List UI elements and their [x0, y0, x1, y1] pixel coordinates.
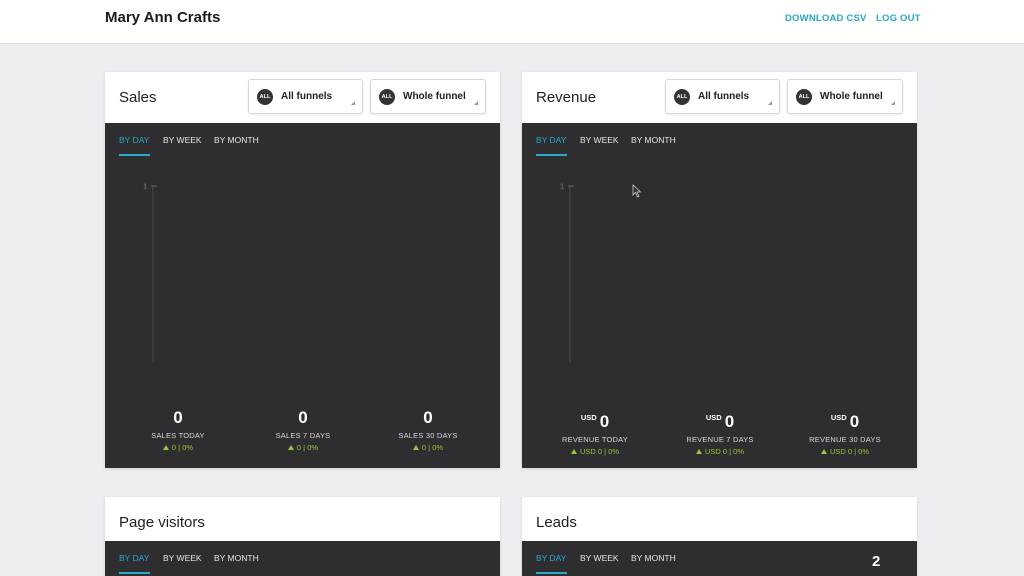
stat-change: USD 0 | 0% — [790, 447, 900, 456]
stat-revenue-30-days: USD 0 REVENUE 30 DAYS USD 0 | 0% — [790, 408, 900, 456]
visitors-card-header: Page visitors — [105, 497, 500, 541]
leads-card: Leads BY DAY BY WEEK BY MONTH 2 — [522, 497, 917, 576]
all-badge-icon: ALL — [674, 89, 690, 105]
leads-title: Leads — [536, 514, 577, 531]
brand-title: Mary Ann Crafts — [105, 9, 221, 26]
download-csv-link[interactable]: DOWNLOAD CSV — [785, 13, 867, 24]
revenue-funnel-dropdown[interactable]: ALL All funnels — [665, 79, 780, 114]
stat-change: USD 0 | 0% — [540, 447, 650, 456]
dropdown-caret-icon — [891, 101, 895, 105]
sales-scope-value: Whole funnel — [403, 91, 466, 102]
stat-sales-7-days: 0 SALES 7 DAYS 0 | 0% — [248, 408, 358, 452]
leads-card-header: Leads — [522, 497, 917, 541]
stat-value: 0 — [298, 408, 308, 427]
arrow-up-icon — [412, 445, 419, 450]
sales-funnel-dropdown[interactable]: ALL All funnels — [248, 79, 363, 114]
visitors-chart-panel: BY DAY BY WEEK BY MONTH — [105, 541, 500, 576]
y-tick-label: 1 — [560, 184, 564, 191]
stat-label: SALES TODAY — [151, 431, 205, 440]
stat-label: REVENUE TODAY — [562, 435, 628, 444]
active-tab-indicator — [536, 572, 567, 574]
all-badge-icon: ALL — [257, 89, 273, 105]
logout-link[interactable]: LOG OUT — [876, 13, 921, 24]
sales-chart-panel: BY DAY BY WEEK BY MONTH 0113 May14 May15… — [105, 123, 500, 468]
sales-funnel-value: All funnels — [281, 91, 333, 102]
y-tick-label: 1 — [143, 184, 147, 191]
stat-value: USD 0 — [580, 412, 610, 431]
stat-label: SALES 7 DAYS — [275, 431, 331, 440]
arrow-up-icon — [820, 449, 827, 454]
revenue-scope-value: Whole funnel — [820, 91, 883, 102]
sales-scope-dropdown[interactable]: ALL Whole funnel — [370, 79, 486, 114]
dropdown-caret-icon — [474, 101, 478, 105]
arrow-up-icon — [570, 449, 577, 454]
stat-change: 0 | 0% — [373, 443, 483, 452]
stat-change: USD 0 | 0% — [665, 447, 775, 456]
currency-unit: USD — [580, 413, 597, 422]
sales-line-chart: 0113 May14 May15 May16 May17 May18 May19… — [143, 184, 157, 363]
revenue-line-chart: 0113 May14 May15 May16 May17 May18 May19… — [560, 184, 574, 363]
arrow-up-icon — [287, 445, 294, 450]
active-tab-indicator — [119, 572, 150, 574]
revenue-card: Revenue ALL All funnels ALL Whole funnel… — [522, 72, 917, 468]
revenue-scope-dropdown[interactable]: ALL Whole funnel — [787, 79, 903, 114]
currency-unit: USD — [830, 413, 847, 422]
leads-chart-panel: BY DAY BY WEEK BY MONTH 2 — [522, 541, 917, 576]
tab-by-week[interactable]: BY WEEK — [163, 135, 202, 145]
revenue-funnel-value: All funnels — [698, 91, 750, 102]
stat-label: REVENUE 7 DAYS — [686, 435, 754, 444]
mouse-cursor-icon — [632, 184, 642, 198]
revenue-title: Revenue — [536, 89, 597, 106]
stat-sales-today: 0 SALES TODAY 0 | 0% — [123, 408, 233, 452]
sales-card-header: Sales ALL All funnels ALL Whole funnel — [105, 72, 500, 123]
revenue-chart-panel: BY DAY BY WEEK BY MONTH 0113 May14 May15… — [522, 123, 917, 468]
arrow-up-icon — [695, 449, 702, 454]
arrow-up-icon — [162, 445, 169, 450]
tab-by-week[interactable]: BY WEEK — [580, 135, 619, 145]
stat-change: 0 | 0% — [123, 443, 233, 452]
dropdown-caret-icon — [768, 101, 772, 105]
stat-label: REVENUE 30 DAYS — [809, 435, 881, 444]
leads-value: 2 — [872, 553, 881, 570]
tab-by-week[interactable]: BY WEEK — [163, 553, 202, 563]
page-visitors-card: Page visitors BY DAY BY WEEK BY MONTH — [105, 497, 500, 576]
tab-by-day[interactable]: BY DAY — [119, 553, 150, 563]
stat-revenue-7-days: USD 0 REVENUE 7 DAYS USD 0 | 0% — [665, 408, 775, 456]
tab-by-month[interactable]: BY MONTH — [631, 135, 676, 145]
dropdown-caret-icon — [351, 101, 355, 105]
sales-title: Sales — [119, 89, 157, 106]
stat-value: 0 — [423, 408, 433, 427]
stat-label: SALES 30 DAYS — [398, 431, 458, 440]
stat-revenue-today: USD 0 REVENUE TODAY USD 0 | 0% — [540, 408, 650, 456]
top-bar: Mary Ann Crafts DOWNLOAD CSV LOG OUT — [0, 0, 1024, 44]
stat-change: 0 | 0% — [248, 443, 358, 452]
visitors-title: Page visitors — [119, 514, 205, 531]
all-badge-icon: ALL — [796, 89, 812, 105]
sales-card: Sales ALL All funnels ALL Whole funnel B… — [105, 72, 500, 468]
active-tab-indicator — [536, 154, 567, 156]
tab-by-day[interactable]: BY DAY — [119, 135, 150, 145]
stat-value: USD 0 — [830, 412, 860, 431]
currency-unit: USD — [705, 413, 722, 422]
active-tab-indicator — [119, 154, 150, 156]
tab-by-week[interactable]: BY WEEK — [580, 553, 619, 563]
stat-sales-30-days: 0 SALES 30 DAYS 0 | 0% — [373, 408, 483, 452]
stat-value: 0 — [173, 408, 183, 427]
tab-by-day[interactable]: BY DAY — [536, 135, 567, 145]
tab-by-month[interactable]: BY MONTH — [214, 553, 259, 563]
all-badge-icon: ALL — [379, 89, 395, 105]
revenue-card-header: Revenue ALL All funnels ALL Whole funnel — [522, 72, 917, 123]
tab-by-day[interactable]: BY DAY — [536, 553, 567, 563]
tab-by-month[interactable]: BY MONTH — [214, 135, 259, 145]
stat-value: USD 0 — [705, 412, 735, 431]
tab-by-month[interactable]: BY MONTH — [631, 553, 676, 563]
